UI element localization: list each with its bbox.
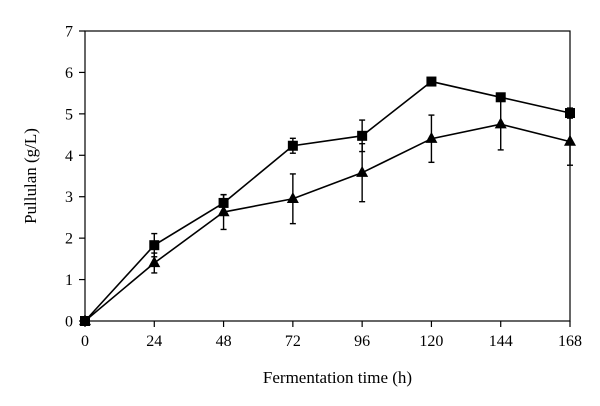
y-tick-label: 4 bbox=[65, 148, 73, 165]
plot-frame bbox=[84, 30, 571, 322]
x-axis-label: Fermentation time (h) bbox=[263, 368, 412, 387]
data-point-square bbox=[565, 108, 575, 119]
x-tick-label: 24 bbox=[146, 333, 162, 350]
x-tick-label: 144 bbox=[489, 333, 513, 350]
y-tick-label: 0 bbox=[65, 314, 73, 331]
series-line bbox=[84, 123, 571, 322]
data-point-triangle bbox=[79, 314, 91, 326]
y-axis-label: Pullulan (g/L) bbox=[21, 128, 40, 224]
x-tick-label: 120 bbox=[419, 333, 443, 350]
x-tick-label: 0 bbox=[81, 333, 89, 350]
data-point-triangle bbox=[286, 191, 299, 203]
data-point-triangle bbox=[217, 205, 230, 217]
x-tick-label: 168 bbox=[558, 333, 582, 350]
y-tick-label: 1 bbox=[65, 272, 73, 289]
data-point-square bbox=[426, 76, 437, 87]
x-tick-label: 72 bbox=[285, 333, 301, 350]
x-tick-label: 96 bbox=[354, 333, 370, 350]
y-tick-label: 6 bbox=[65, 65, 73, 82]
x-axis-ticks: 0 24 48 72 96 120 144 168 bbox=[81, 321, 582, 350]
data-point-triangle bbox=[425, 131, 438, 143]
data-point-triangle bbox=[564, 134, 576, 146]
series-triangle bbox=[79, 97, 576, 326]
data-point-square bbox=[149, 240, 160, 251]
series-layer bbox=[79, 76, 576, 326]
data-point-triangle bbox=[356, 165, 369, 177]
series-line bbox=[84, 80, 571, 322]
y-axis-ticks: 0 1 2 3 4 5 6 7 bbox=[65, 24, 85, 331]
data-point-square bbox=[495, 92, 506, 103]
y-tick-label: 2 bbox=[65, 231, 73, 248]
y-tick-label: 5 bbox=[65, 106, 73, 123]
data-point-triangle bbox=[494, 117, 507, 129]
x-tick-label: 48 bbox=[216, 333, 232, 350]
y-tick-label: 7 bbox=[65, 24, 73, 41]
y-tick-label: 3 bbox=[65, 189, 73, 206]
data-point-triangle bbox=[148, 256, 161, 268]
data-point-square bbox=[287, 140, 298, 151]
plot-border bbox=[84, 30, 571, 322]
data-point-square bbox=[357, 130, 368, 141]
